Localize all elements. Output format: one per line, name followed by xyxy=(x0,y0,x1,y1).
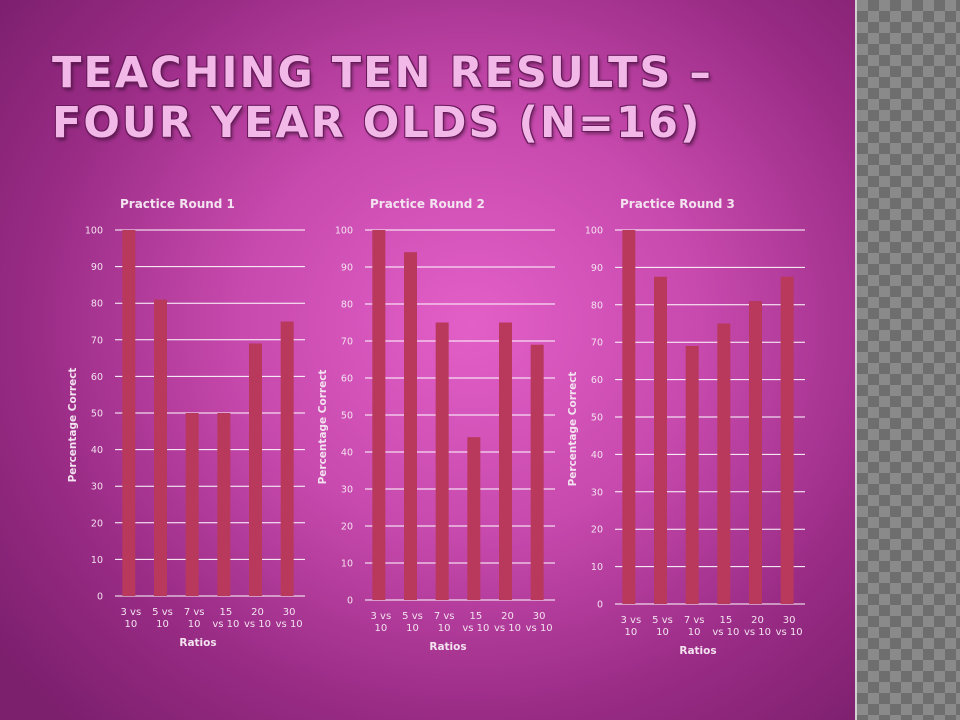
x-tick-label: 5 vs 10 xyxy=(402,611,423,634)
side-pattern-panel xyxy=(855,0,960,720)
x-tick-label: 5 vs 10 xyxy=(152,607,173,630)
y-tick-label: 90 xyxy=(341,263,353,274)
y-tick-label: 70 xyxy=(91,335,103,346)
x-tick-label: 30 vs 10 xyxy=(776,615,803,638)
x-tick-label: 30 vs 10 xyxy=(526,611,553,634)
y-tick-label: 20 xyxy=(591,525,603,536)
bar xyxy=(435,322,449,600)
x-tick-label: 15 vs 10 xyxy=(212,607,239,630)
y-tick-label: 100 xyxy=(85,226,103,237)
y-tick-label: 0 xyxy=(347,596,353,607)
bar xyxy=(467,437,481,600)
x-tick-label: 15 vs 10 xyxy=(712,615,739,638)
bar xyxy=(499,322,512,600)
x-tick-label: 5 vs 10 xyxy=(652,615,673,638)
bar xyxy=(749,301,762,604)
y-tick-label: 90 xyxy=(91,262,103,273)
x-tick-label: 20 vs 10 xyxy=(244,607,271,630)
bar xyxy=(185,413,199,596)
y-tick-label: 30 xyxy=(591,487,603,498)
chart-title: Practice Round 2 xyxy=(370,197,485,211)
x-tick-label: 7 vs 10 xyxy=(434,611,455,634)
y-tick-label: 60 xyxy=(591,375,603,386)
y-tick-label: 50 xyxy=(91,409,103,420)
x-axis-title: Ratios xyxy=(179,637,216,649)
y-tick-label: 60 xyxy=(91,372,103,383)
y-tick-label: 20 xyxy=(91,518,103,529)
bar xyxy=(372,230,386,600)
x-axis-title: Ratios xyxy=(429,641,466,653)
x-tick-label: 3 vs 10 xyxy=(620,615,641,638)
bar xyxy=(654,276,667,604)
bar xyxy=(622,230,636,604)
bar xyxy=(217,413,231,596)
y-axis-title: Percentage Correct xyxy=(567,372,579,487)
y-tick-label: 20 xyxy=(341,522,353,533)
bar xyxy=(685,345,699,604)
bar xyxy=(404,252,417,600)
x-tick-label: 3 vs 10 xyxy=(120,607,141,630)
y-tick-label: 70 xyxy=(341,337,353,348)
chart-practice-round-1: Practice Round 1 0 10 20 30 40 50 60 70 80 90 100 3 … xyxy=(67,197,305,649)
y-tick-label: 40 xyxy=(341,448,353,459)
bar xyxy=(122,230,136,596)
x-tick-label: 3 vs 10 xyxy=(370,611,391,634)
x-axis-title: Ratios xyxy=(679,645,716,657)
bar xyxy=(249,343,262,596)
y-tick-label: 50 xyxy=(341,411,353,422)
y-tick-label: 30 xyxy=(91,482,103,493)
y-tick-label: 0 xyxy=(97,592,103,603)
x-tick-label: 20 vs 10 xyxy=(744,615,771,638)
y-tick-label: 100 xyxy=(585,226,603,237)
x-tick-label: 7 vs 10 xyxy=(184,607,205,630)
y-tick-label: 100 xyxy=(335,226,353,237)
y-tick-label: 70 xyxy=(591,338,603,349)
bar xyxy=(780,276,794,604)
y-tick-label: 40 xyxy=(591,450,603,461)
y-tick-label: 30 xyxy=(341,485,353,496)
y-tick-label: 10 xyxy=(91,555,103,566)
y-tick-label: 80 xyxy=(341,300,353,311)
chart-practice-round-2: Practice Round 2 0 10 20 30 40 50 60 70 80 90 100 3 … xyxy=(317,197,555,653)
chart-practice-round-3: Practice Round 3 0 10 20 30 40 50 60 70 80 90 100 3 … xyxy=(567,197,805,657)
chart-title: Practice Round 3 xyxy=(620,197,735,211)
y-axis-title: Percentage Correct xyxy=(317,370,329,485)
y-tick-label: 80 xyxy=(91,299,103,310)
y-tick-label: 0 xyxy=(597,600,603,611)
y-tick-label: 10 xyxy=(341,559,353,570)
x-tick-label: 7 vs 10 xyxy=(684,615,705,638)
bar xyxy=(154,299,167,596)
x-tick-label: 15 vs 10 xyxy=(462,611,489,634)
y-tick-label: 60 xyxy=(341,374,353,385)
bar xyxy=(280,321,294,596)
x-tick-label: 30 vs 10 xyxy=(276,607,303,630)
slide-title: Teaching Ten Results – Four Year Olds (N… xyxy=(52,48,713,148)
y-axis-title: Percentage Correct xyxy=(67,368,79,483)
y-tick-label: 90 xyxy=(591,263,603,274)
bar xyxy=(717,323,731,604)
bar xyxy=(530,344,544,600)
y-tick-label: 80 xyxy=(591,300,603,311)
chart-title: Practice Round 1 xyxy=(120,197,235,211)
y-tick-label: 50 xyxy=(591,413,603,424)
x-tick-label: 20 vs 10 xyxy=(494,611,521,634)
y-tick-label: 10 xyxy=(591,562,603,573)
y-tick-label: 40 xyxy=(91,445,103,456)
